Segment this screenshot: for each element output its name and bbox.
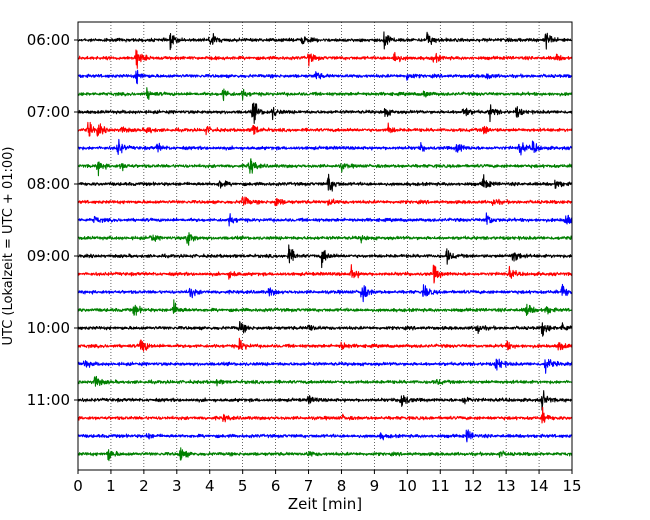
plot-frame [77, 21, 573, 471]
x-tick-label: 0 [73, 477, 83, 495]
x-tick-label: 1 [106, 477, 116, 495]
y-tick-label: 10:00 [27, 319, 70, 337]
y-tick-label: 07:00 [27, 103, 70, 121]
x-tick-label: 8 [337, 477, 347, 495]
x-tick-label: 9 [370, 477, 380, 495]
x-tick-label: 7 [304, 477, 314, 495]
x-tick-label: 15 [562, 477, 581, 495]
trace-row [78, 447, 572, 462]
y-tick-label: 08:00 [27, 175, 70, 193]
trace-row [78, 49, 572, 69]
x-tick-label: 4 [205, 477, 215, 495]
y-axis-label: UTC (Lokalzeit = UTC + 01:00) [1, 147, 16, 346]
trace-row [78, 337, 572, 352]
x-tick-label: 2 [139, 477, 149, 495]
x-tick-label: 10 [398, 477, 417, 495]
y-tick-label: 11:00 [27, 391, 70, 409]
seismic-traces [78, 31, 572, 462]
trace-row [78, 212, 572, 227]
trace-row [78, 102, 572, 124]
x-tick-label: 14 [530, 477, 549, 495]
y-tick-label: 06:00 [27, 31, 70, 49]
x-tick-label: 11 [431, 477, 450, 495]
trace-row [78, 138, 572, 156]
trace-row [78, 283, 572, 303]
trace-row [78, 264, 572, 284]
trace-row [78, 244, 572, 269]
x-tick-label: 6 [271, 477, 281, 495]
y-tick-label: 09:00 [27, 247, 70, 265]
x-tick-label: 5 [238, 477, 248, 495]
x-axis-ticks: 0 1 2 3 4 5 6 7 8 9 10 11 12 13 14 15 [73, 470, 582, 495]
trace-row [78, 158, 572, 177]
trace-row [78, 406, 572, 424]
trace-row [78, 299, 572, 317]
trace-row [78, 390, 572, 411]
trace-row [78, 196, 572, 207]
trace-row [78, 232, 572, 246]
trace-row [78, 429, 572, 443]
trace-row [78, 121, 572, 137]
trace-row [78, 375, 572, 387]
x-axis-label: Zeit [min] [288, 495, 362, 513]
y-axis-ticks: 06:00 07:00 08:00 09:00 10:00 11:00 [27, 31, 78, 409]
x-tick-label: 13 [497, 477, 516, 495]
trace-row [78, 358, 572, 374]
trace-row [78, 31, 572, 51]
trace-row [78, 173, 572, 192]
trace-row [78, 320, 572, 337]
x-tick-label: 3 [172, 477, 182, 495]
trace-row [78, 87, 572, 102]
x-tick-label: 12 [464, 477, 483, 495]
trace-row [78, 69, 572, 85]
